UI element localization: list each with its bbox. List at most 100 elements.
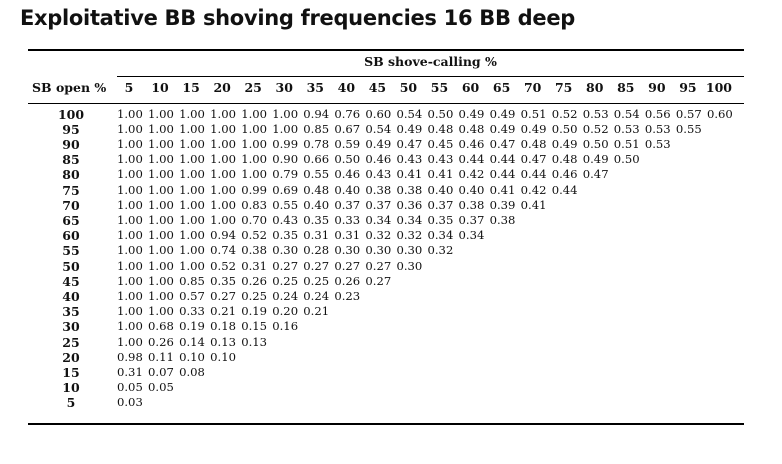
- table-cell: 0.26: [334, 273, 361, 288]
- table-cell: 0.30: [334, 243, 361, 258]
- table-cell: 0.76: [334, 106, 361, 121]
- table-cell: 0.19: [179, 319, 205, 334]
- table-cell: 0.48: [458, 121, 485, 136]
- table-cell: 0.99: [272, 136, 299, 151]
- table-cell: 1.00: [272, 121, 299, 136]
- table-cell: 0.05: [117, 380, 143, 395]
- column-header: 5: [124, 80, 134, 95]
- table-cell: 0.46: [551, 167, 578, 182]
- table-cell: 1.00: [241, 106, 268, 121]
- table-cell: 0.40: [458, 182, 485, 197]
- table-cell: 0.52: [582, 121, 609, 136]
- table-cell: 1.00: [117, 121, 143, 136]
- table-cell: 0.53: [582, 106, 609, 121]
- table-cell: 0.16: [272, 319, 299, 334]
- table-cell: 1.00: [179, 228, 205, 243]
- table-cell: 0.25: [241, 288, 268, 303]
- table-cell: 1.00: [148, 304, 174, 319]
- table-cell: 0.46: [365, 152, 392, 167]
- table-cell: 0.24: [303, 288, 330, 303]
- table-cell: 0.30: [396, 258, 423, 273]
- row-label: 80: [62, 167, 80, 183]
- row-header: SB open %: [32, 80, 107, 95]
- table-cell: 0.60: [365, 106, 392, 121]
- table-cell: 0.30: [396, 243, 423, 258]
- table-cell: 0.98: [117, 349, 143, 364]
- table-cell: 1.00: [117, 152, 143, 167]
- table-cell: 1.00: [210, 197, 236, 212]
- table-cell: 0.47: [396, 136, 423, 151]
- table-cell: 0.10: [179, 349, 205, 364]
- table-cell: 0.94: [210, 228, 236, 243]
- table-cell: 1.00: [179, 182, 205, 197]
- table-cell: 1.00: [179, 152, 205, 167]
- table-cell: 0.51: [613, 136, 640, 151]
- table-cell: 0.53: [613, 121, 640, 136]
- table-cell: 0.42: [458, 167, 485, 182]
- table-cell: 0.41: [489, 182, 516, 197]
- table-cell: 0.24: [272, 288, 299, 303]
- table-cell: 1.00: [241, 121, 268, 136]
- table-cell: 1.00: [117, 243, 143, 258]
- table-cell: 0.44: [551, 182, 578, 197]
- table-cell: 0.66: [303, 152, 330, 167]
- page-title: Exploitative BB shoving frequencies 16 B…: [20, 6, 576, 30]
- table-cell: 1.00: [241, 136, 268, 151]
- table-cell: 0.57: [179, 288, 205, 303]
- table-cell: 0.38: [365, 182, 392, 197]
- table-cell: 0.68: [148, 319, 174, 334]
- table-cell: 0.52: [241, 228, 268, 243]
- column-header: 85: [617, 80, 635, 95]
- table-cell: 1.00: [117, 212, 143, 227]
- table-cell: 0.44: [458, 152, 485, 167]
- column-header: 25: [244, 80, 262, 95]
- table-cell: 0.07: [148, 364, 174, 379]
- table-cell: 0.38: [241, 243, 268, 258]
- table-cell: 0.03: [117, 395, 143, 410]
- table-cell: 0.30: [365, 243, 392, 258]
- table-cell: 0.45: [427, 136, 454, 151]
- table-cell: 0.69: [272, 182, 299, 197]
- group-header: SB shove-calling %: [364, 54, 497, 69]
- column-header: 90: [648, 80, 666, 95]
- table-cell: 0.10: [210, 349, 236, 364]
- table-cell: 0.49: [582, 152, 609, 167]
- table-cell: 1.00: [272, 106, 299, 121]
- table-cell: 1.00: [179, 197, 205, 212]
- table-cell: 1.00: [148, 273, 174, 288]
- table-cell: 0.26: [241, 273, 268, 288]
- table-cell: 0.47: [520, 152, 547, 167]
- table-cell: 1.00: [148, 288, 174, 303]
- table-cell: 0.18: [210, 319, 236, 334]
- table-cell: 0.27: [303, 258, 330, 273]
- table-cell: 1.00: [210, 106, 236, 121]
- table-cell: 0.49: [396, 121, 423, 136]
- table-cell: 1.00: [148, 228, 174, 243]
- table-cell: 1.00: [148, 182, 174, 197]
- table-cell: 1.00: [117, 288, 143, 303]
- column-header: 95: [679, 80, 697, 95]
- column-header: 60: [461, 80, 480, 95]
- table-cell: 0.38: [458, 197, 485, 212]
- table-cell: 0.08: [179, 364, 205, 379]
- table-cell: 1.00: [148, 121, 174, 136]
- table-cell: 0.49: [365, 136, 392, 151]
- table-cell: 1.00: [117, 319, 143, 334]
- table-cell: 0.49: [489, 121, 516, 136]
- table-cell: 0.05: [148, 380, 174, 395]
- table-cell: 0.99: [241, 182, 268, 197]
- table-cell: 0.27: [272, 258, 299, 273]
- table-cell: 0.49: [458, 106, 485, 121]
- table-cell: 0.37: [427, 197, 454, 212]
- table-cell: 0.70: [241, 212, 268, 227]
- table-cell: 0.34: [427, 228, 454, 243]
- column-header: 80: [586, 80, 604, 95]
- table-cell: 1.00: [241, 167, 268, 182]
- table-cell: 1.00: [117, 167, 143, 182]
- table-cell: 0.59: [334, 136, 361, 151]
- table-cell: 1.00: [179, 106, 205, 121]
- row-label: 35: [62, 304, 80, 320]
- table-cell: 0.90: [272, 152, 299, 167]
- table-cell: 1.00: [117, 182, 143, 197]
- table-cell: 0.54: [613, 106, 640, 121]
